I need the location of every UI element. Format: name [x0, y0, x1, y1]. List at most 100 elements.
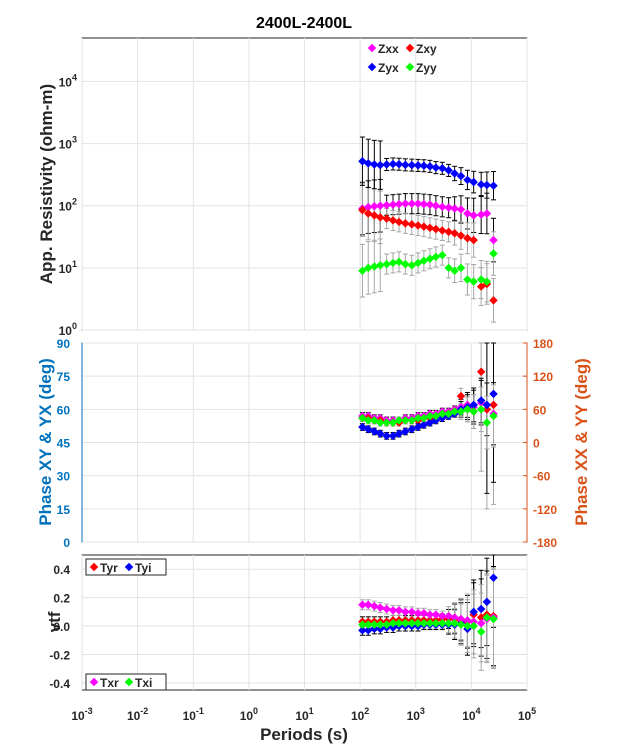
- right-y-tick-label: -120: [533, 503, 557, 517]
- y-tick-label: 0.4: [53, 563, 70, 577]
- point-zyy: [450, 266, 459, 275]
- point-txi: [463, 621, 472, 631]
- x-axis-label: Periods (s): [260, 725, 348, 744]
- right-y-tick-label: -60: [533, 470, 551, 484]
- point-zxy: [407, 220, 417, 229]
- point-zyy: [425, 411, 435, 421]
- point-txr: [407, 607, 417, 617]
- point-txr: [364, 600, 373, 609]
- point-zyx: [438, 413, 447, 423]
- left-y-tick-label: 45: [57, 437, 71, 451]
- point-zyx: [419, 161, 429, 170]
- point-zyy: [444, 263, 453, 273]
- point-txi: [364, 620, 373, 629]
- point-zyy: [469, 277, 478, 286]
- point-zyy: [489, 249, 498, 258]
- point-zxy: [413, 221, 423, 230]
- point-txr: [382, 604, 391, 614]
- point-txi: [425, 618, 435, 628]
- point-zyy: [450, 407, 459, 416]
- point-zxy: [419, 222, 429, 231]
- point-txi: [431, 618, 441, 628]
- x-tick-label: 10-3: [71, 706, 92, 723]
- legend-marker-zyx: [367, 62, 377, 72]
- point-zyx: [469, 400, 478, 410]
- point-zyx: [401, 160, 410, 170]
- x-tick-label: 100: [240, 706, 258, 723]
- point-zxy: [358, 205, 367, 215]
- point-txr: [444, 611, 453, 621]
- point-zyx: [413, 161, 423, 170]
- y-tick-label: 103: [59, 135, 77, 152]
- point-zxx: [388, 200, 398, 209]
- point-zyy: [364, 263, 373, 273]
- tipper-y-axis-label: vtf: [45, 611, 64, 632]
- point-zyx: [482, 400, 492, 410]
- point-zxx: [431, 201, 441, 210]
- point-zxy: [382, 214, 391, 223]
- point-zxx: [482, 209, 492, 218]
- point-zxy: [394, 217, 404, 227]
- y-tick-label: 0.0: [53, 620, 70, 634]
- point-txr: [376, 603, 385, 612]
- point-zxx: [463, 209, 472, 218]
- point-tyr: [476, 613, 486, 622]
- left-y-tick-label: 15: [57, 503, 71, 517]
- point-txr: [388, 606, 398, 615]
- point-zxx: [476, 210, 486, 219]
- point-zyx: [388, 159, 398, 169]
- y-tick-label: 101: [59, 259, 77, 276]
- legend-label-txi: Txi: [135, 676, 152, 690]
- point-txr: [456, 614, 466, 624]
- point-zyx: [456, 171, 466, 181]
- point-zyx: [482, 180, 492, 190]
- point-zxx: [456, 205, 466, 214]
- left-y-tick-label: 75: [57, 370, 71, 384]
- point-zyx: [425, 162, 435, 171]
- point-zyy: [370, 262, 379, 271]
- right-y-tick-label: 0: [533, 437, 540, 451]
- point-tyi: [358, 626, 367, 635]
- point-txi: [376, 620, 385, 629]
- point-zxx: [401, 199, 410, 208]
- left-y-tick-label: 0: [63, 536, 70, 550]
- point-txr: [438, 611, 447, 621]
- point-zxx: [444, 203, 453, 212]
- point-txi: [476, 627, 486, 636]
- point-zxy: [438, 226, 447, 235]
- right-y-tick-label: 180: [533, 337, 553, 351]
- x-tick-label: 10-2: [127, 706, 148, 723]
- right-y-tick-label: 60: [533, 403, 547, 417]
- point-zxy: [388, 216, 398, 225]
- point-txr: [419, 609, 429, 618]
- point-zyx: [394, 159, 404, 169]
- point-zxy: [456, 231, 466, 240]
- tipper-panel: -0.4 -0.2 0.0 0.2 0.4 10-3 10-2 10-1 100 101 102 1…: [45, 554, 536, 744]
- left-y-tick-label: 30: [57, 470, 71, 484]
- point-txi: [482, 613, 492, 622]
- point-zyy: [382, 418, 391, 427]
- point-zxy: [482, 405, 492, 414]
- point-zyy: [456, 407, 466, 416]
- phase-panel: 0 15 30 45 60 75 90 -180 -120 -60 0 60 120 180 Phase…: [36, 337, 591, 550]
- point-zyy: [482, 277, 492, 286]
- point-txr: [370, 601, 379, 611]
- point-zxx: [419, 199, 429, 209]
- y-tick-label: 0.2: [53, 592, 70, 606]
- point-zyx: [489, 389, 498, 399]
- point-txi: [456, 620, 466, 629]
- legend-marker-zxx: [367, 43, 377, 53]
- right-y-tick-label: 120: [533, 370, 553, 384]
- point-tyi: [489, 573, 498, 582]
- point-zyy: [431, 411, 441, 421]
- point-zxy: [425, 223, 435, 233]
- legend-label-tyr: Tyr: [100, 561, 118, 575]
- point-txr: [469, 617, 478, 627]
- point-txi: [438, 618, 447, 628]
- point-zyy: [482, 418, 492, 427]
- y-tick-label: -0.2: [49, 648, 70, 662]
- point-zyy: [456, 263, 466, 273]
- point-txr: [358, 600, 367, 609]
- left-y-tick-label: 60: [57, 403, 71, 417]
- point-zyy: [438, 250, 447, 260]
